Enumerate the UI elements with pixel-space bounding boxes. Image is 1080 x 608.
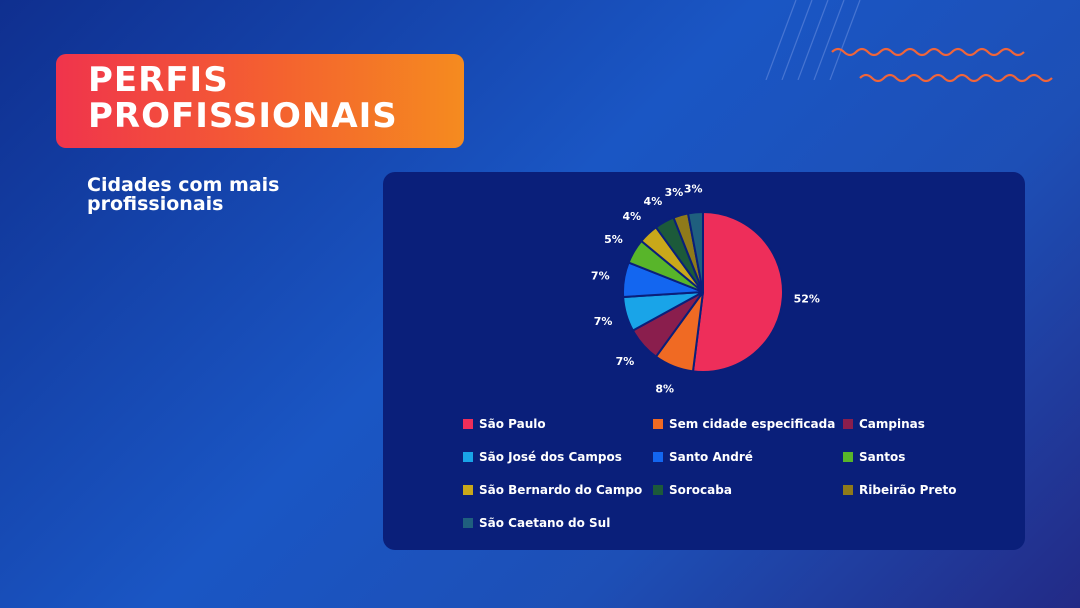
legend-item-7: São Bernardo do Campo [463, 481, 653, 498]
legend-swatch [843, 484, 853, 495]
legend-swatch [843, 451, 853, 462]
legend-item-8: Sorocaba [653, 481, 843, 498]
legend-item-10: São Caetano do Sul [463, 514, 653, 531]
legend-item-3: Campinas [843, 415, 1003, 432]
legend-label: Campinas [859, 416, 925, 431]
pie-slice-10 [686, 210, 704, 293]
chart-subtitle-line-1: Cidades com mais [87, 174, 280, 196]
legend-label: Ribeirão Preto [859, 482, 957, 497]
legend-swatch [653, 484, 663, 495]
legend-item-6: Santos [843, 448, 1003, 465]
legend-swatch [463, 451, 473, 462]
slice-label-9: 3% [665, 186, 684, 199]
slice-label-10: 3% [684, 182, 703, 195]
legend-label: Sem cidade especificada [669, 416, 836, 431]
legend-swatch [653, 418, 663, 429]
slice-label-7: 4% [622, 210, 641, 223]
legend-swatch [463, 484, 473, 495]
legend-label: Sorocaba [669, 482, 732, 497]
slice-label-1: 52% [794, 293, 820, 306]
page-title-line-2: PROFISSIONAIS [88, 96, 398, 136]
slice-label-3: 7% [616, 355, 635, 368]
legend-swatch [843, 418, 853, 429]
legend-item-5: Santo André [653, 448, 843, 465]
legend-swatch [463, 517, 473, 528]
legend-label: Santos [859, 449, 906, 464]
slice-label-4: 7% [594, 315, 613, 328]
page-title-line-1: PERFIS [88, 60, 229, 100]
legend-label: São José dos Campos [479, 449, 622, 464]
pie-slice-1 [691, 210, 784, 373]
chart-legend: São Paulo Sem cidade especificada Campinas… [463, 415, 1003, 531]
chart-panel: 52% 8% 7% 7% 7% 5% 4% 4% 3% 3% São Paulo Sem cidad… [383, 172, 1025, 550]
legend-label: São Bernardo do Campo [479, 482, 643, 497]
legend-item-1: São Paulo [463, 415, 653, 432]
legend-label: São Paulo [479, 416, 546, 431]
chart-subtitle-line-2: profissionais [87, 193, 224, 215]
legend-item-4: São José dos Campos [463, 448, 653, 465]
decorative-wave-lines [831, 47, 1053, 83]
legend-item-9: Ribeirão Preto [843, 481, 1003, 498]
legend-swatch [653, 451, 663, 462]
chart-subtitle: Cidades com mais profissionais [87, 176, 347, 214]
title-banner: PERFIS PROFISSIONAIS [56, 54, 464, 148]
legend-item-2: Sem cidade especificada [653, 415, 843, 432]
pie-chart: 52%8%7%7%7%5%4%4%3% 3% [591, 182, 820, 396]
slice-label-6: 5% [604, 233, 623, 246]
legend-label: São Caetano do Sul [479, 515, 611, 530]
legend-swatch [463, 418, 473, 429]
decorative-diagonal-lines [765, 0, 861, 80]
slice-label-2: 8% [655, 383, 674, 396]
slice-label-5: 7% [591, 270, 610, 283]
slice-label-8: 4% [644, 195, 663, 208]
legend-label: Santo André [669, 449, 753, 464]
